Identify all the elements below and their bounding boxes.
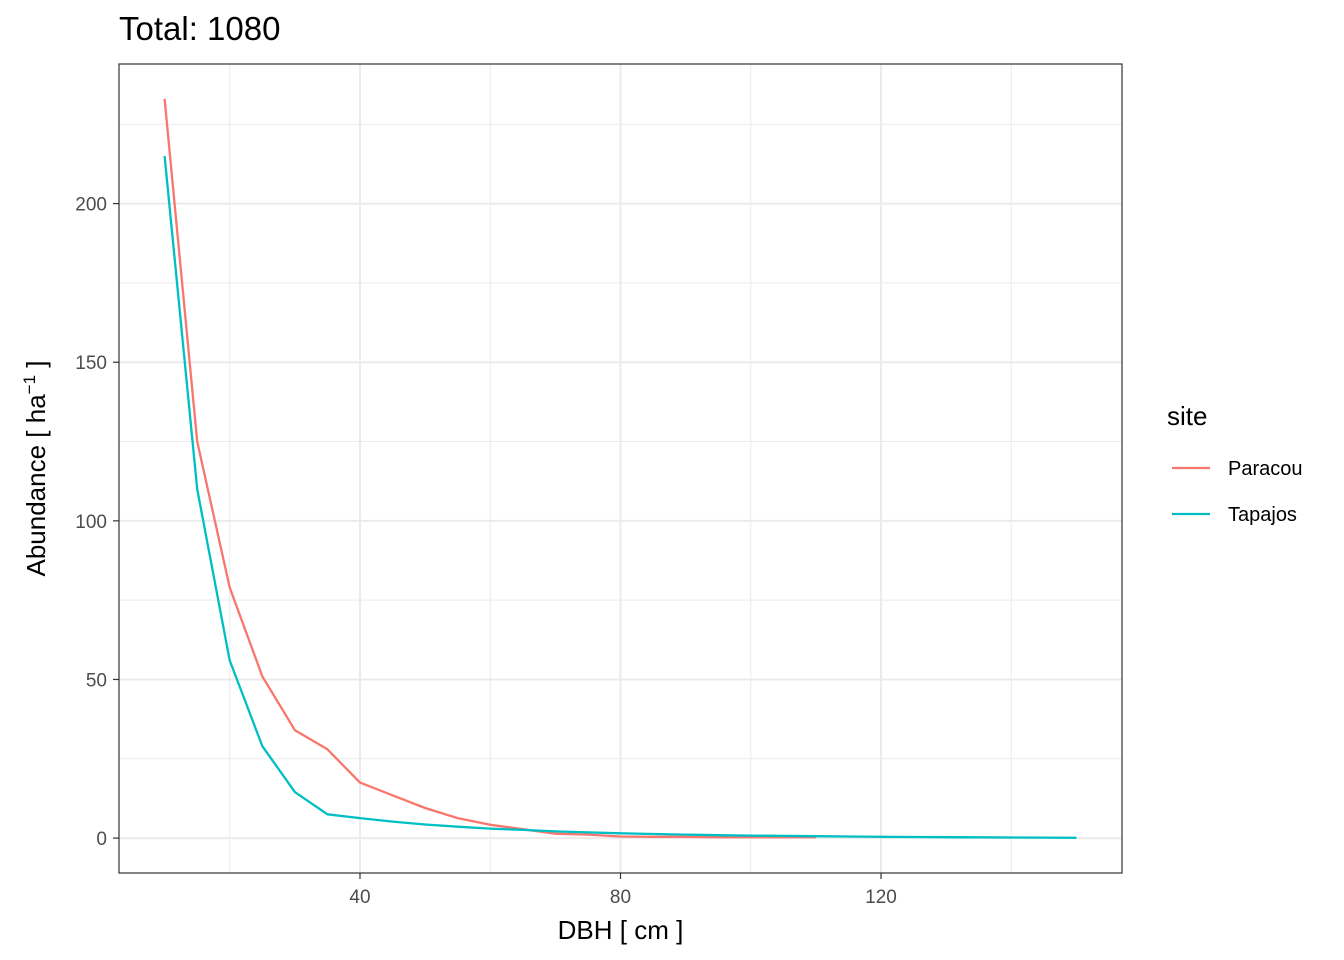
y-tick-label-4: 200 xyxy=(75,195,107,216)
legend: site Paracou Tapajos xyxy=(1167,401,1303,526)
legend-label-tapajos: Tapajos xyxy=(1228,504,1297,526)
x-tick-label-2: 120 xyxy=(865,887,897,908)
y-axis-title: Abundance [ ha−1 ] xyxy=(20,361,51,577)
y-tick-label-3: 150 xyxy=(75,353,107,374)
grid-major xyxy=(119,64,1122,873)
legend-title: site xyxy=(1167,401,1207,431)
y-axis-title-close: ] xyxy=(21,361,51,375)
series-line-tapajos xyxy=(163,155,1077,839)
x-axis: 40 80 120 xyxy=(349,873,897,908)
y-tick-label-0: 0 xyxy=(96,829,107,850)
x-axis-title: DBH [ cm ] xyxy=(558,915,684,945)
x-tick-label-0: 40 xyxy=(349,887,370,908)
y-axis: 0 50 100 150 200 xyxy=(75,195,119,850)
series-line-paracou xyxy=(163,98,816,839)
chart-title: Total: 1080 xyxy=(119,10,280,47)
y-tick-label-1: 50 xyxy=(86,670,107,691)
legend-label-paracou: Paracou xyxy=(1228,458,1303,480)
y-axis-title-superscript: −1 xyxy=(20,375,39,394)
y-axis-title-main: Abundance [ ha xyxy=(21,394,51,577)
series-lines xyxy=(163,98,1077,839)
x-tick-label-1: 80 xyxy=(610,887,631,908)
y-tick-label-2: 100 xyxy=(75,512,107,533)
